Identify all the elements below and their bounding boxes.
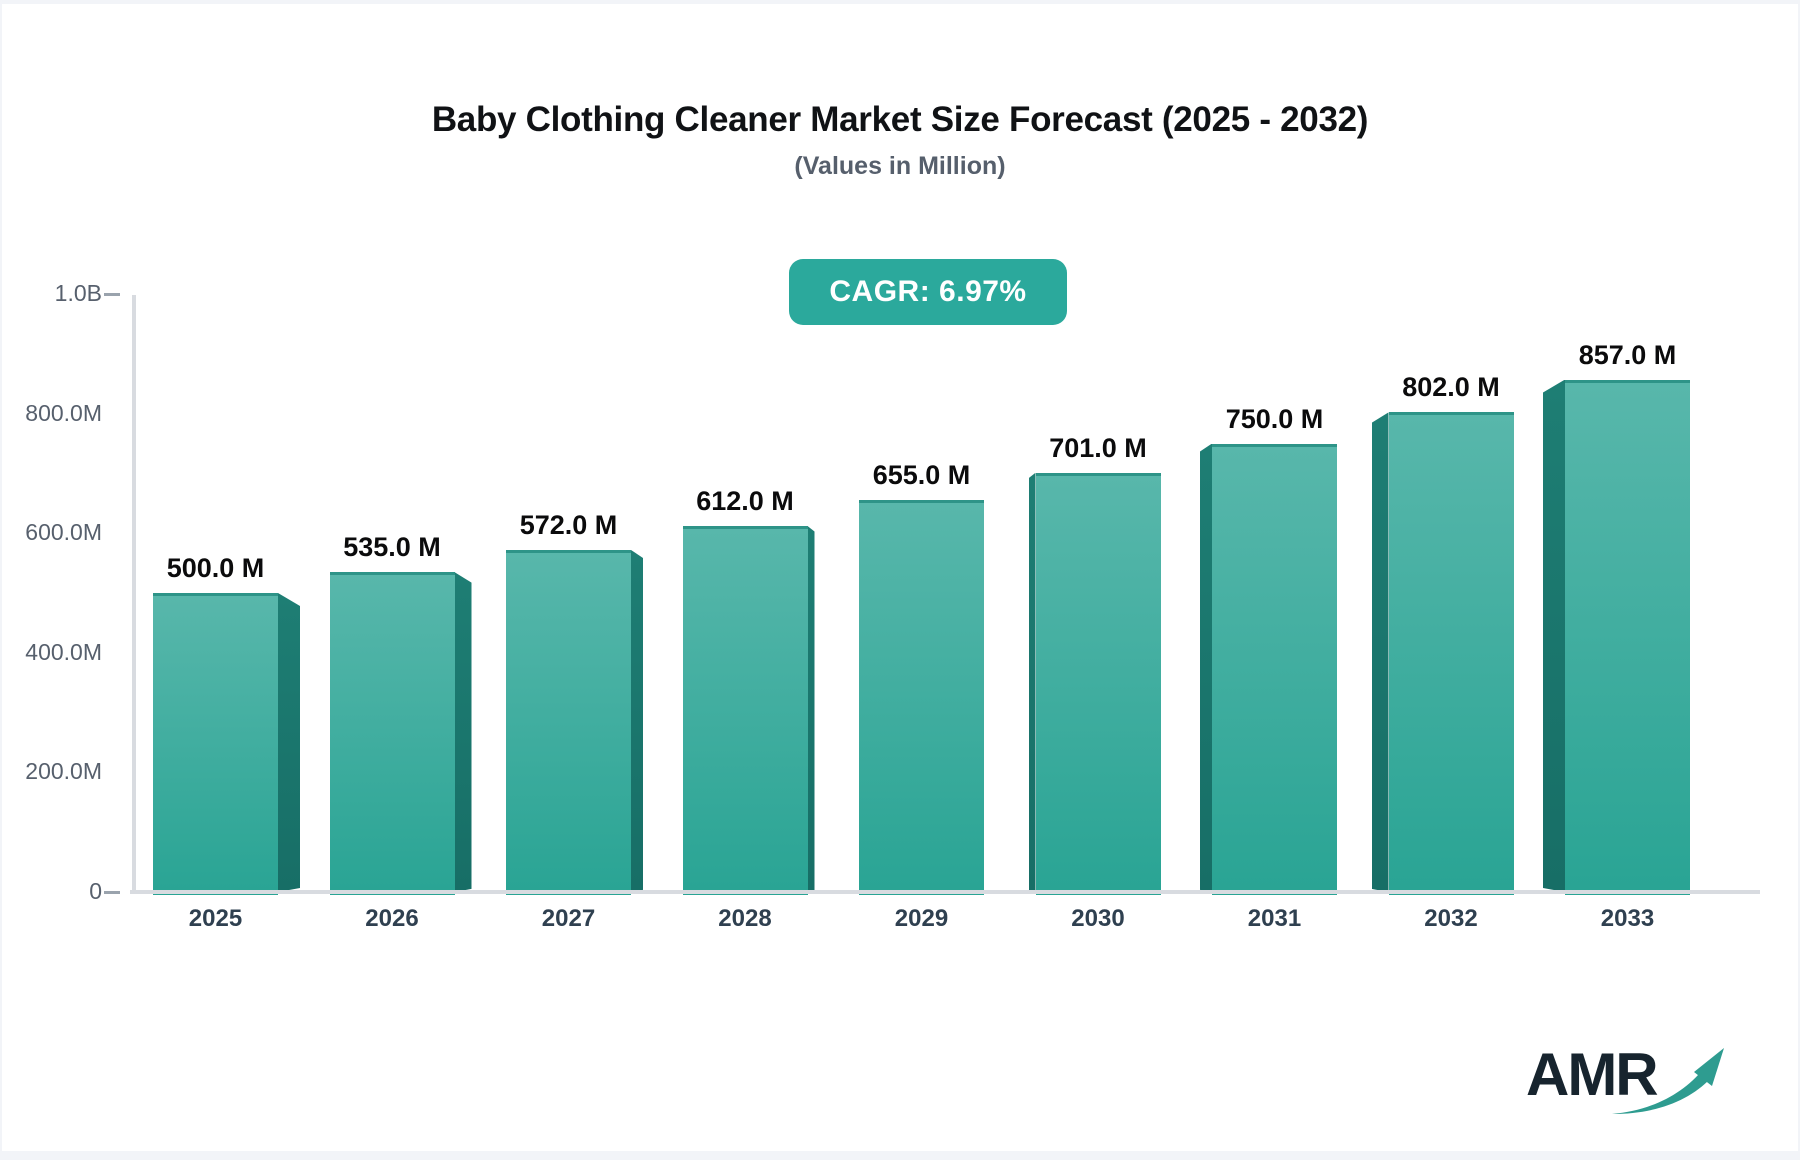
y-axis-tick-label: 0 bbox=[2, 878, 102, 905]
bar-value-label: 701.0 M bbox=[988, 433, 1208, 464]
y-axis-tick-label: 800.0M bbox=[2, 400, 102, 427]
bar-value-label: 750.0 M bbox=[1165, 404, 1385, 435]
bar bbox=[330, 572, 455, 895]
y-axis-tick-label: 400.0M bbox=[2, 639, 102, 666]
bar-value-label: 857.0 M bbox=[1518, 340, 1738, 371]
y-axis-tick-mark bbox=[104, 891, 120, 894]
amr-logo: AMR bbox=[1526, 1040, 1726, 1130]
bar bbox=[683, 526, 808, 895]
y-axis-tick-label: 1.0B bbox=[2, 280, 102, 307]
bar-3d-side bbox=[1200, 444, 1212, 893]
x-axis-tick-label: 2033 bbox=[1518, 905, 1738, 933]
chart-card: Baby Clothing Cleaner Market Size Foreca… bbox=[2, 4, 1798, 1151]
y-axis-tick-label: 600.0M bbox=[2, 519, 102, 546]
bar bbox=[1389, 412, 1514, 895]
bar-3d-side bbox=[1029, 473, 1036, 892]
y-axis-tick-label: 200.0M bbox=[2, 758, 102, 785]
bar-3d-side bbox=[631, 550, 643, 892]
bar bbox=[1036, 473, 1161, 895]
y-axis-tick-mark bbox=[104, 293, 120, 296]
bar-3d-side bbox=[1372, 412, 1389, 892]
growth-arrow-icon bbox=[1598, 1032, 1728, 1122]
bar bbox=[153, 593, 278, 895]
bar bbox=[859, 500, 984, 895]
bar-3d-side bbox=[455, 572, 472, 892]
bar bbox=[506, 550, 631, 895]
bar-value-label: 655.0 M bbox=[812, 460, 1032, 491]
bar-3d-side bbox=[808, 526, 815, 892]
bar bbox=[1565, 380, 1690, 895]
y-axis-line bbox=[132, 295, 136, 890]
bar-3d-side bbox=[278, 593, 300, 892]
bar-value-label: 802.0 M bbox=[1341, 372, 1561, 403]
bar bbox=[1212, 444, 1337, 896]
x-axis-line bbox=[130, 890, 1760, 894]
bar-3d-side bbox=[1543, 380, 1565, 892]
